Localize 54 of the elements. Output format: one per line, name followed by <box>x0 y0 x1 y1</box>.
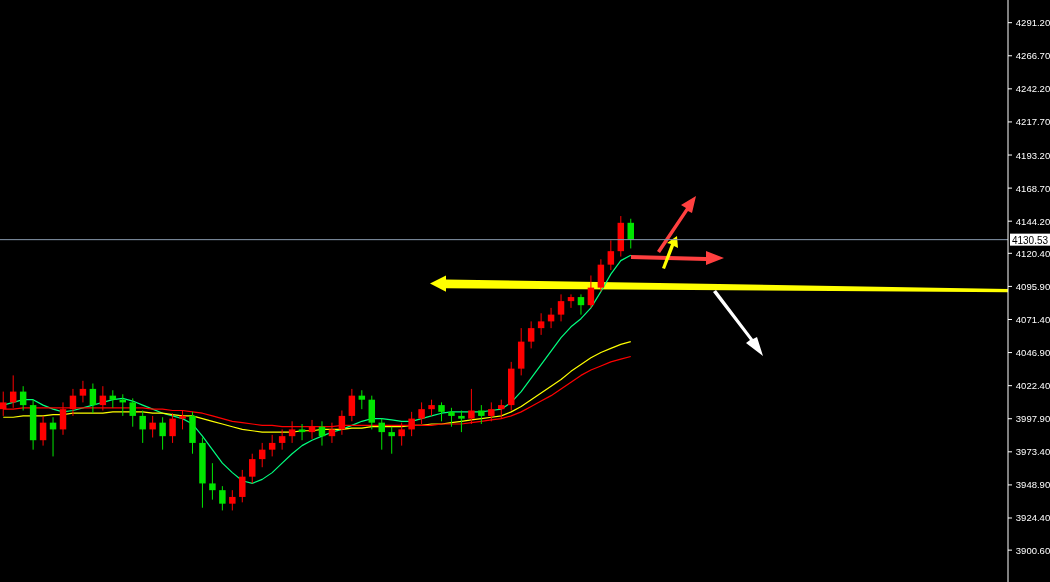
candlestick <box>458 410 465 433</box>
candlestick <box>129 397 136 428</box>
candlestick <box>478 404 485 425</box>
candlestick <box>448 407 455 428</box>
candlestick <box>69 388 77 417</box>
y-tick-label: 4022.40 <box>1015 380 1050 392</box>
y-tick-label: 4144.20 <box>1015 215 1050 227</box>
y-tick-label: 4095.90 <box>1015 280 1050 292</box>
candlestick <box>219 485 226 511</box>
candlestick <box>537 312 545 336</box>
candlestick <box>239 469 246 503</box>
candlestick <box>298 423 306 441</box>
candlestick <box>268 434 276 457</box>
y-tick-label: 4217.70 <box>1015 116 1050 128</box>
y-tick-label: 4071.40 <box>1015 313 1050 325</box>
candlestick <box>438 401 445 422</box>
candlestick <box>278 428 286 451</box>
y-tick-label: 4193.20 <box>1015 149 1050 161</box>
y-tick-label: 4120.40 <box>1015 247 1050 259</box>
candlestick <box>607 239 615 271</box>
y-tick-label: 4266.70 <box>1015 50 1050 62</box>
y-tick-label: 3973.40 <box>1015 446 1050 458</box>
candlestick <box>169 412 176 444</box>
candlestick <box>139 410 146 444</box>
candlestick <box>498 399 505 420</box>
y-tick-label: 4168.70 <box>1015 182 1050 194</box>
candlestick <box>577 293 585 316</box>
candlestick <box>229 489 236 511</box>
y-tick-label: 3900.60 <box>1015 544 1050 556</box>
candlestick <box>89 383 97 414</box>
y-tick-label: 3924.40 <box>1015 512 1050 524</box>
candlestick <box>418 401 425 425</box>
y-tick-label: 4046.90 <box>1015 347 1050 359</box>
candlestick <box>348 388 356 422</box>
y-tick-label: 4291.20 <box>1015 17 1050 29</box>
candlestick <box>358 389 366 410</box>
candlestick <box>368 395 376 430</box>
y-tick-label: 3948.90 <box>1015 479 1050 491</box>
candlestick <box>597 258 605 293</box>
candlestick <box>567 293 575 309</box>
candlestick <box>149 415 156 439</box>
y-tick-label: 4242.20 <box>1015 83 1050 95</box>
candlestick <box>19 385 27 412</box>
ref-line-label: 4130.53 <box>1011 234 1049 246</box>
candlestick <box>527 320 535 349</box>
candlestick <box>159 416 166 451</box>
candlestick <box>468 388 475 425</box>
candlestick <box>388 426 395 455</box>
candlestick <box>209 462 216 501</box>
candlestick <box>249 453 256 484</box>
y-tick-label: 3997.90 <box>1015 413 1050 425</box>
candlestick <box>79 380 87 403</box>
candlestick <box>488 401 495 422</box>
candlestick <box>557 293 565 322</box>
